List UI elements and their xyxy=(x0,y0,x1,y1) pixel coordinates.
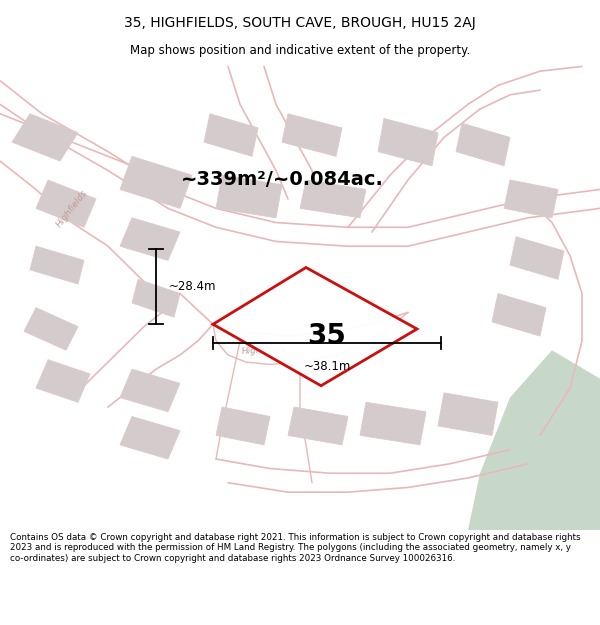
Polygon shape xyxy=(468,350,600,530)
Polygon shape xyxy=(36,180,96,228)
Polygon shape xyxy=(120,416,180,459)
Text: Highfields: Highfields xyxy=(55,188,89,229)
Polygon shape xyxy=(204,114,258,156)
Polygon shape xyxy=(216,407,270,445)
Polygon shape xyxy=(360,402,426,445)
Polygon shape xyxy=(120,218,180,261)
Polygon shape xyxy=(24,308,78,350)
Polygon shape xyxy=(120,156,192,208)
Polygon shape xyxy=(438,393,498,436)
Polygon shape xyxy=(504,180,558,218)
Polygon shape xyxy=(288,407,348,445)
Text: ~28.4m: ~28.4m xyxy=(169,280,217,293)
Text: ~339m²/~0.084ac.: ~339m²/~0.084ac. xyxy=(181,171,383,189)
Polygon shape xyxy=(132,279,180,317)
Polygon shape xyxy=(216,175,282,218)
Polygon shape xyxy=(120,369,180,412)
Polygon shape xyxy=(213,268,417,386)
Text: 35, HIGHFIELDS, SOUTH CAVE, BROUGH, HU15 2AJ: 35, HIGHFIELDS, SOUTH CAVE, BROUGH, HU15… xyxy=(124,16,476,30)
Text: 35: 35 xyxy=(307,322,346,350)
Polygon shape xyxy=(12,114,78,161)
Polygon shape xyxy=(378,119,438,166)
Text: Highfields: Highfields xyxy=(241,344,287,356)
Polygon shape xyxy=(300,180,366,218)
Text: ~38.1m: ~38.1m xyxy=(304,360,350,372)
Polygon shape xyxy=(492,294,546,336)
Polygon shape xyxy=(510,237,564,279)
Polygon shape xyxy=(30,246,84,284)
Text: Contains OS data © Crown copyright and database right 2021. This information is : Contains OS data © Crown copyright and d… xyxy=(10,533,580,562)
Polygon shape xyxy=(282,114,342,156)
Polygon shape xyxy=(456,123,510,166)
Polygon shape xyxy=(36,360,90,403)
Text: Map shows position and indicative extent of the property.: Map shows position and indicative extent… xyxy=(130,44,470,58)
